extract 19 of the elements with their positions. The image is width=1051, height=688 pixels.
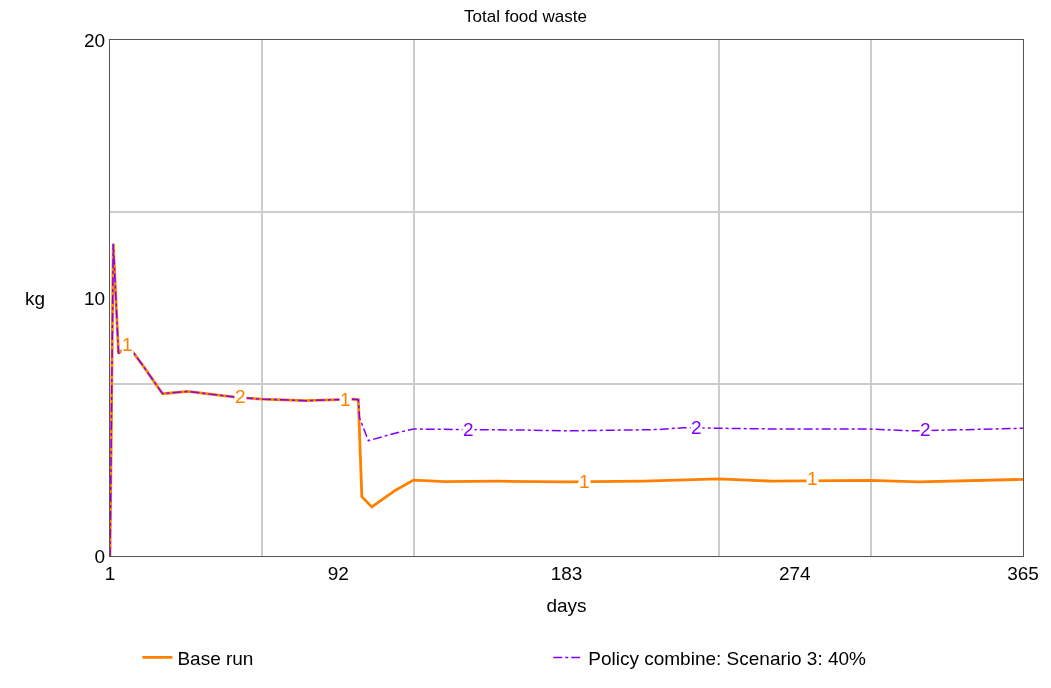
annotation: 2 [920,419,931,440]
x-tick-label: 183 [550,562,583,584]
legend-label: Base run [177,647,254,669]
y-tick-label: 20 [84,29,106,51]
x-tick-label: 365 [1007,562,1039,584]
chart-title: Total food waste [464,7,587,27]
x-tick-label: 92 [327,562,349,584]
annotation: 1 [807,468,818,489]
x-tick-label: 1 [104,562,116,584]
legend-label: Policy combine: Scenario 3: 40% [588,647,867,669]
y-tick-label: 10 [84,287,106,309]
x-tick-label: 274 [778,562,812,584]
x-axis-title: days [546,594,587,616]
annotation: 2 [463,419,474,440]
annotation: 1 [340,389,351,410]
annotation: 1 [579,471,590,492]
y-axis-title: kg [25,288,46,309]
annotation: 2 [691,417,702,438]
y-tick-label: 0 [94,545,106,567]
